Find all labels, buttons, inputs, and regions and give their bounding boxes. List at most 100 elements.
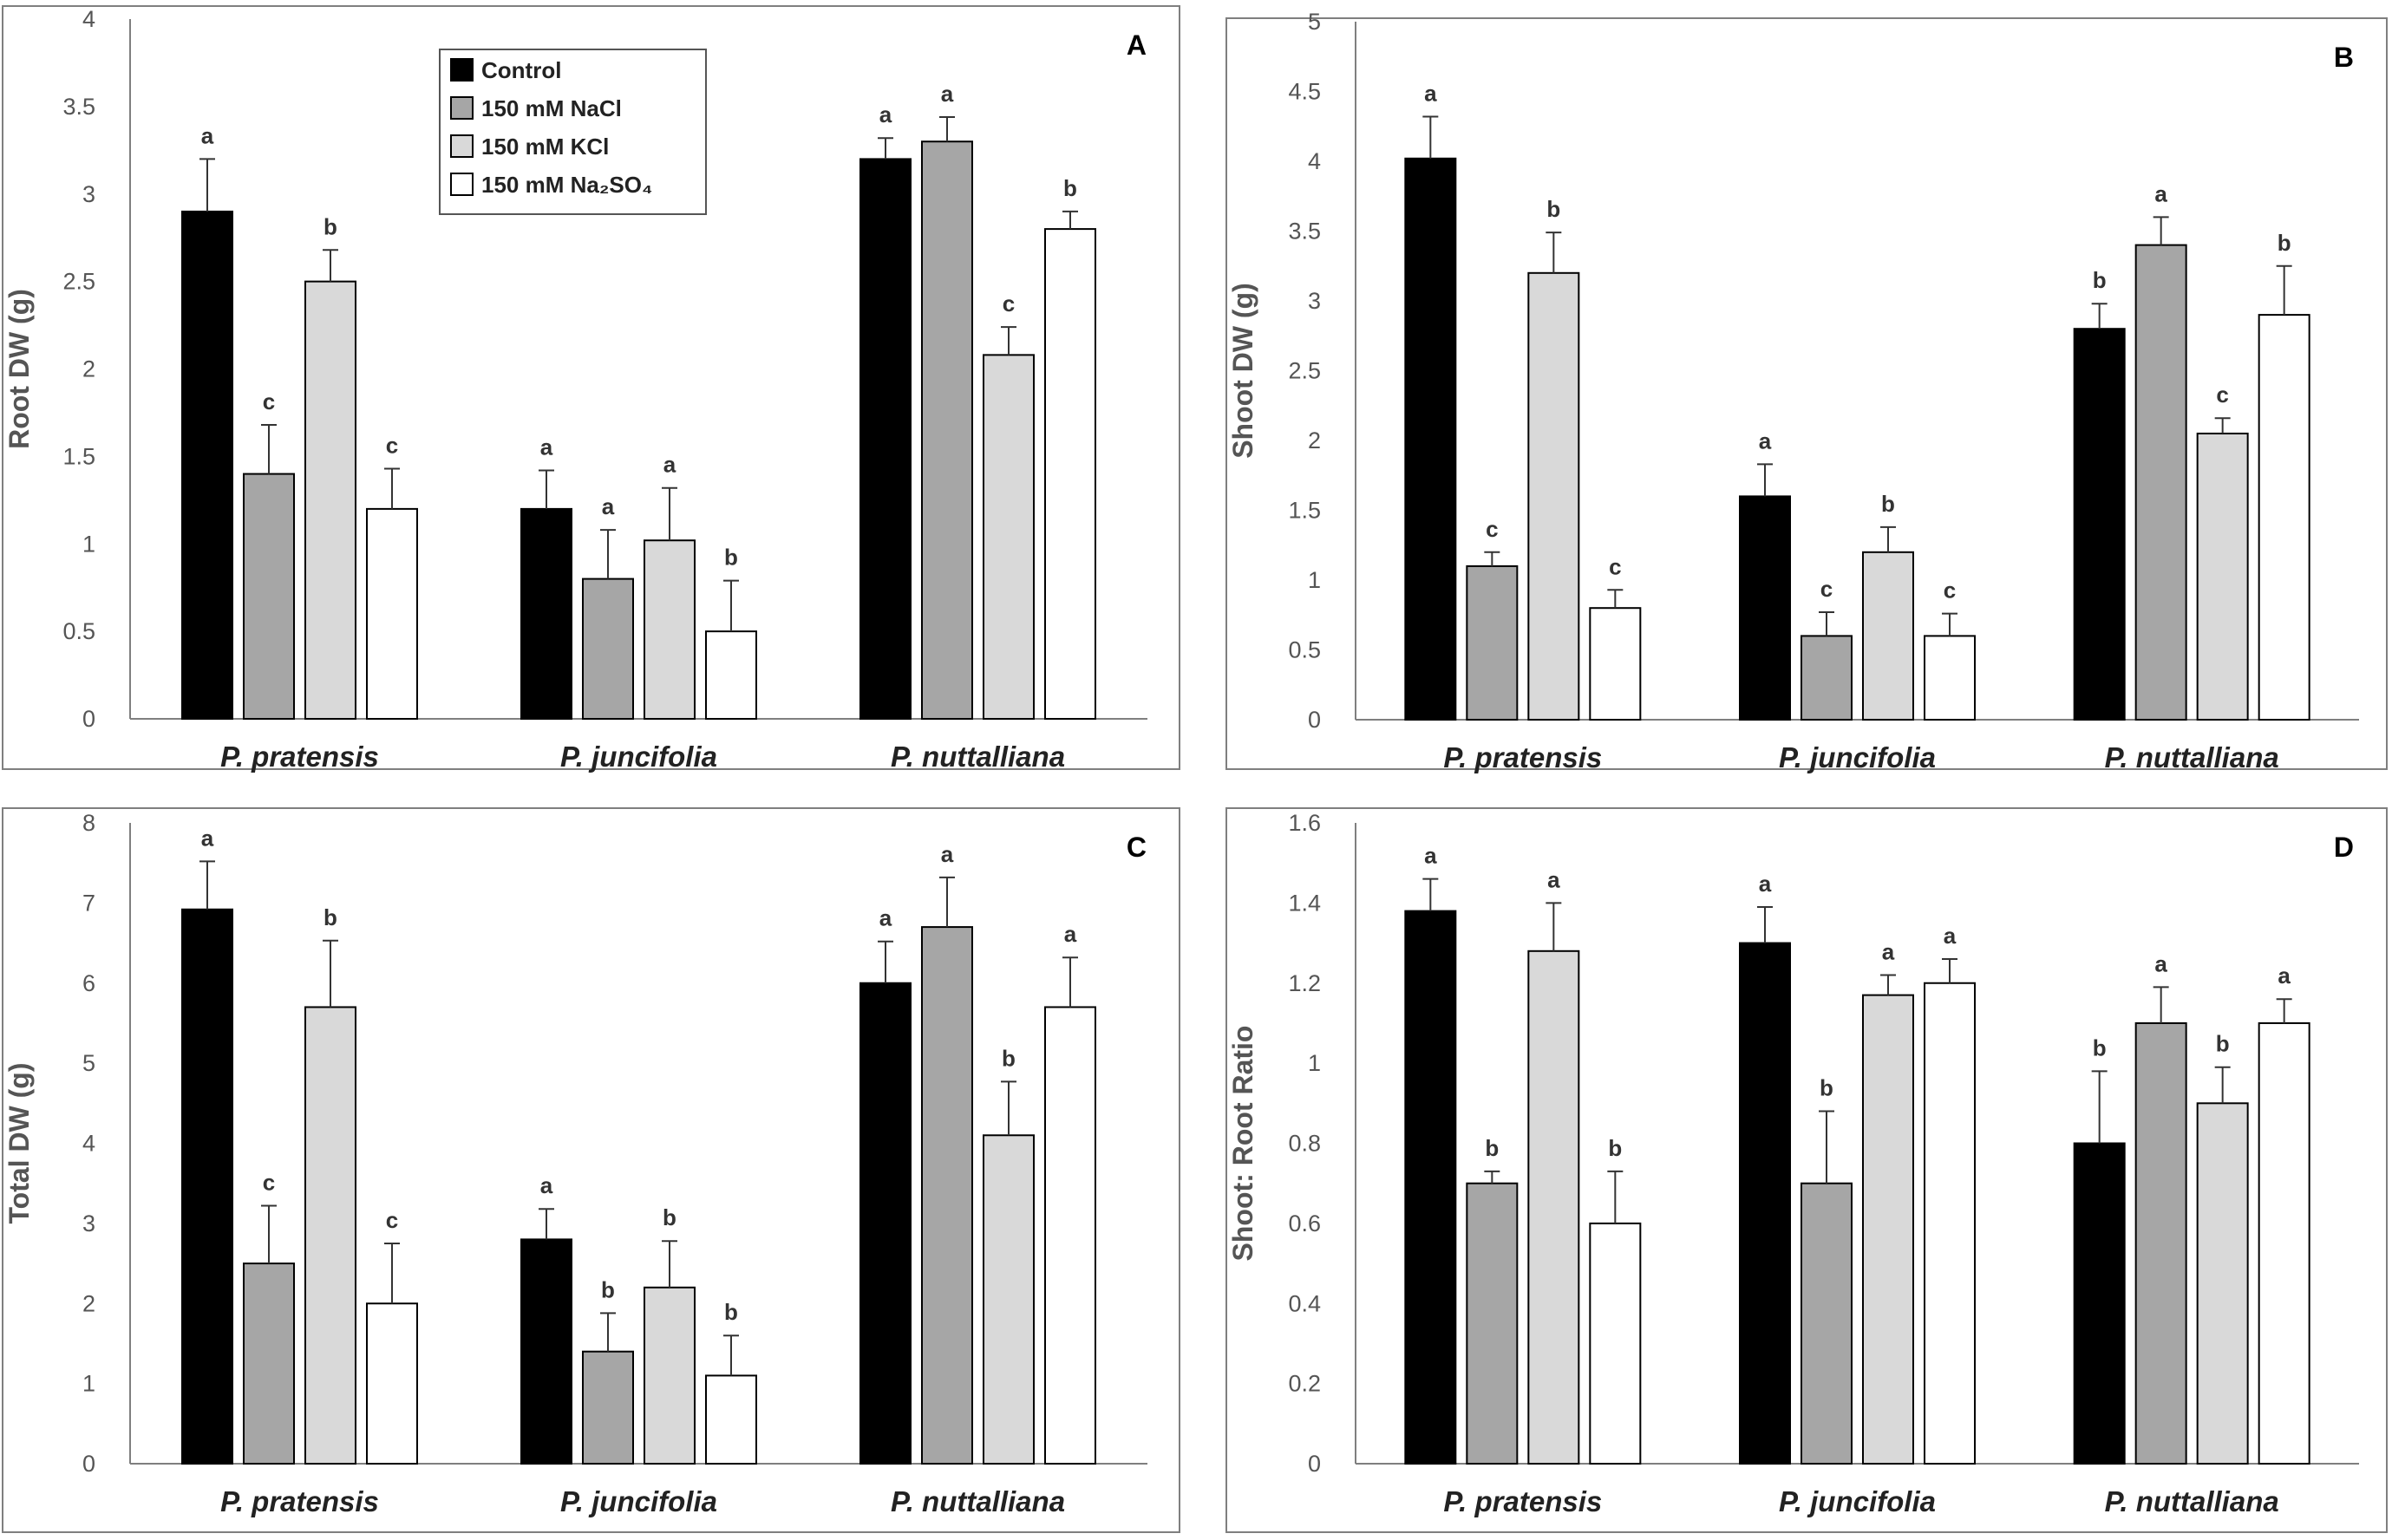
bar [921,140,973,721]
legend-box [439,49,707,215]
bar [181,908,233,1465]
bar [859,982,912,1465]
legend-swatch [450,58,474,82]
bar [705,630,757,720]
significance-letter: b [1063,175,1077,201]
y-tick-label: 1 [1308,1050,1321,1076]
y-tick-label: 1 [82,1371,95,1397]
significance-letter: b [663,1204,676,1230]
bar [2258,314,2310,721]
y-tick-label: 2 [82,356,95,382]
bar [859,158,912,720]
y-axis-label: Shoot: Root Ratio [1227,1026,1258,1262]
significance-letter: b [2093,1034,2107,1060]
bar [520,507,572,721]
y-tick-label: 3.5 [62,94,95,120]
significance-letter: a [1064,921,1077,947]
category-label: P. nuttalliana [891,741,1065,773]
bar [1589,607,1642,721]
bar [921,926,973,1465]
category-label: P. pratensis [220,741,379,773]
bar [243,1263,295,1465]
significance-letter: a [879,101,892,127]
y-tick-label: 0.4 [1288,1290,1321,1316]
significance-letter: b [1608,1135,1622,1161]
bar [366,1302,418,1465]
significance-letter: a [1759,871,1772,897]
legend-label: 150 mM KCl [481,134,609,160]
y-tick-label: 2.5 [62,269,95,295]
y-tick-label: 1.6 [1288,810,1321,836]
legend-swatch [450,173,474,196]
significance-letter: b [1002,1045,1016,1071]
y-axis-label: Root DW (g) [3,289,35,449]
y-tick-label: 2 [1308,427,1321,454]
significance-letter: b [1546,196,1560,222]
y-tick-label: 4 [1308,148,1321,174]
significance-letter: b [1820,1075,1833,1101]
bar [2134,1021,2187,1465]
significance-letter: b [724,1299,738,1325]
y-tick-label: 0 [1308,1451,1321,1477]
bar [1862,994,1914,1465]
category-label: P. juncifolia [1779,741,1936,773]
bar [983,354,1035,720]
y-tick-label: 1.2 [1288,970,1321,996]
bar [1527,271,1580,721]
y-tick-label: 7 [82,890,95,916]
bar [2073,1142,2126,1465]
bar [1044,1006,1096,1465]
bar [181,210,233,721]
significance-letter: c [1609,553,1621,579]
y-axis-label: Total DW (g) [3,1062,35,1224]
bar [1801,1182,1853,1465]
bar [582,1350,634,1465]
y-tick-label: 4 [82,6,95,32]
y-tick-label: 0.8 [1288,1131,1321,1157]
significance-letter: a [2154,180,2167,206]
significance-letter: b [601,1276,615,1302]
panel-letter: D [2334,832,2354,863]
bar [1404,910,1457,1465]
legend-label: 150 mM Na₂SO₄ [481,172,652,198]
legend-swatch [450,96,474,120]
bar [2196,432,2249,721]
y-tick-label: 2.5 [1288,358,1321,384]
panel-letter: C [1127,832,1147,863]
category-label: P. juncifolia [560,741,717,773]
significance-letter: a [663,452,676,478]
y-tick-label: 1 [1308,567,1321,593]
y-tick-label: 6 [82,970,95,996]
bar [644,1286,696,1465]
bar [1527,949,1580,1465]
y-tick-label: 0.5 [62,618,95,644]
y-tick-label: 3 [82,181,95,207]
significance-letter: a [941,81,954,107]
category-label: P. nuttalliana [2105,741,2279,773]
significance-letter: c [1820,576,1833,602]
significance-letter: b [2093,267,2107,293]
y-tick-label: 3 [1308,288,1321,314]
bar [304,280,356,720]
significance-letter: a [540,434,553,460]
category-label: P. juncifolia [560,1485,717,1517]
significance-letter: c [1003,290,1015,316]
bar [1739,942,1791,1465]
y-tick-label: 8 [82,810,95,836]
y-tick-label: 1.4 [1288,890,1321,916]
y-tick-label: 0.5 [1288,637,1321,663]
significance-letter: b [1485,1135,1499,1161]
bar [1589,1222,1642,1465]
panel-d: 0 0.2 0.4 0.6 0.8 1 1.2 1.4 1.6 Shoot: Root Ratio… [1225,807,2388,1533]
significance-letter: b [2278,230,2291,256]
category-label: P. pratensis [220,1485,379,1517]
significance-letter: b [2216,1031,2230,1057]
legend-swatch [450,134,474,158]
significance-letter: a [1759,427,1772,454]
bar [582,578,634,720]
bar [1466,564,1519,721]
significance-letter: c [1944,578,1956,604]
significance-letter: c [386,1207,398,1233]
bar [1739,495,1791,721]
